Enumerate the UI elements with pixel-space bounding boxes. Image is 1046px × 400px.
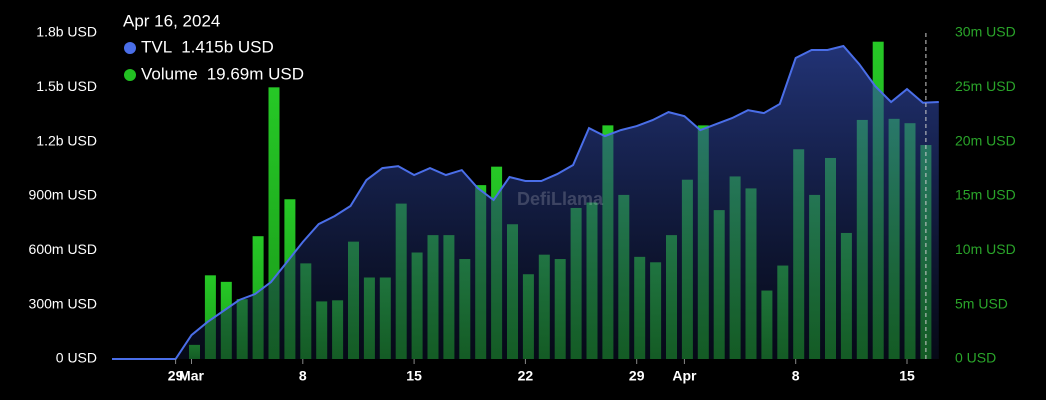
x-tick-label: 22: [518, 368, 534, 384]
legend-dot: [124, 42, 136, 54]
y2-tick-label: 0 USD: [955, 350, 996, 366]
y2-tick-label: 15m USD: [955, 187, 1016, 203]
x-tick-label: Apr: [672, 368, 697, 384]
y-tick-label: 1.2b USD: [36, 132, 97, 148]
x-tick-label: Mar: [179, 368, 204, 384]
tooltip-value: 1.415b USD: [181, 37, 274, 56]
y-tick-label: 900m USD: [29, 187, 97, 203]
y2-tick-label: 5m USD: [955, 295, 1008, 311]
x-tick-label: 15: [406, 368, 422, 384]
y-tick-label: 600m USD: [29, 241, 97, 257]
y-tick-label: 1.5b USD: [36, 78, 97, 94]
y2-tick-label: 25m USD: [955, 78, 1016, 94]
y2-tick-label: 20m USD: [955, 132, 1016, 148]
axes: 0 USD 300m USD 600m USD 900m USD 1.2b USD 1.5…: [29, 24, 1016, 384]
y-tick-label: 1.8b USD: [36, 24, 97, 40]
legend-name: TVL: [141, 37, 172, 56]
y2-tick-label: 10m USD: [955, 241, 1016, 257]
y2-tick-label: 30m USD: [955, 24, 1016, 40]
x-tick-label: 29: [168, 368, 184, 384]
volume-bar: [204, 275, 216, 359]
area-layer: [112, 44, 939, 360]
tvl-area: [112, 46, 939, 359]
x-tick-label: 8: [299, 368, 307, 384]
x-tick-label: 8: [792, 368, 800, 384]
x-tick-label: 29: [629, 368, 645, 384]
y-tick-label: 300m USD: [29, 295, 97, 311]
watermark: DefiLlama: [517, 189, 604, 209]
tooltip-title: Apr 16, 2024: [123, 11, 220, 30]
y-tick-label: 0 USD: [56, 350, 97, 366]
legend-name: Volume: [141, 64, 198, 83]
legend-dot: [124, 69, 136, 81]
x-tick-label: 15: [899, 368, 915, 384]
volume-bar: [268, 87, 280, 359]
tooltip-value: 19.69m USD: [207, 64, 304, 83]
tvl-line: [112, 44, 939, 360]
